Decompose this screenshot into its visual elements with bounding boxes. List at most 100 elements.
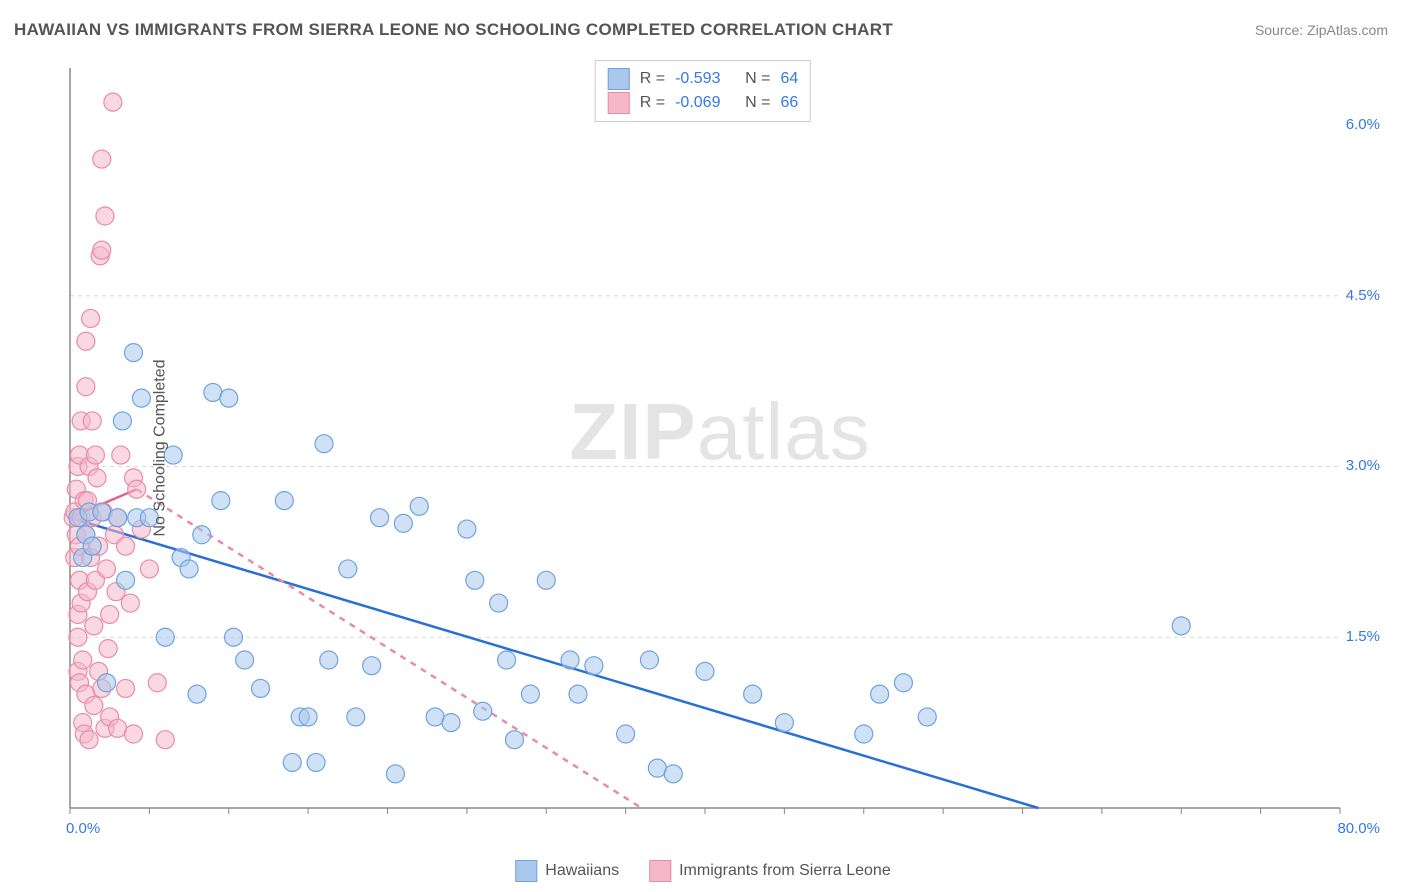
n-label: N = (745, 67, 770, 91)
data-point (236, 651, 254, 669)
data-point (561, 651, 579, 669)
data-point (83, 537, 101, 555)
legend-series-label: Immigrants from Sierra Leone (679, 862, 891, 880)
data-point (458, 520, 476, 538)
data-point (156, 628, 174, 646)
legend-series: Hawaiians Immigrants from Sierra Leone (515, 860, 890, 882)
data-point (128, 480, 146, 498)
y-tick-label: 3.0% (1346, 457, 1380, 474)
data-point (85, 697, 103, 715)
data-point (386, 765, 404, 783)
data-point (98, 560, 116, 578)
plot-area: No Schooling Completed ZIPatlas (60, 58, 1380, 838)
legend-correlation-row: R = -0.069 N = 66 (608, 91, 798, 115)
data-point (109, 509, 127, 527)
data-point (410, 497, 428, 515)
data-point (490, 594, 508, 612)
r-label: R = (640, 67, 665, 91)
n-label: N = (745, 91, 770, 115)
data-point (117, 679, 135, 697)
n-value: 66 (780, 91, 798, 115)
legend-swatch (608, 68, 630, 90)
data-point (664, 765, 682, 783)
data-point (180, 560, 198, 578)
legend-swatch (515, 860, 537, 882)
data-point (104, 93, 122, 111)
chart-title: HAWAIIAN VS IMMIGRANTS FROM SIERRA LEONE… (14, 20, 893, 40)
x-tick-label: 0.0% (66, 820, 100, 837)
data-point (77, 332, 95, 350)
data-point (93, 241, 111, 259)
data-point (140, 560, 158, 578)
data-point (220, 389, 238, 407)
data-point (371, 509, 389, 527)
data-point (132, 389, 150, 407)
data-point (315, 435, 333, 453)
data-point (117, 537, 135, 555)
data-point (506, 731, 524, 749)
data-point (283, 753, 301, 771)
data-point (88, 469, 106, 487)
y-tick-label: 4.5% (1346, 287, 1380, 304)
legend-swatch (608, 92, 630, 114)
data-point (125, 725, 143, 743)
data-point (320, 651, 338, 669)
data-point (83, 412, 101, 430)
data-point (466, 571, 484, 589)
data-point (193, 526, 211, 544)
data-point (93, 150, 111, 168)
regression-line (137, 489, 642, 808)
data-point (569, 685, 587, 703)
data-point (80, 731, 98, 749)
data-point (521, 685, 539, 703)
data-point (855, 725, 873, 743)
data-point (918, 708, 936, 726)
data-point (86, 446, 104, 464)
legend-series-item: Immigrants from Sierra Leone (649, 860, 891, 882)
legend-series-item: Hawaiians (515, 860, 619, 882)
data-point (363, 657, 381, 675)
data-point (299, 708, 317, 726)
data-point (585, 657, 603, 675)
legend-correlation-row: R = -0.593 N = 64 (608, 67, 798, 91)
regression-line (70, 518, 1038, 808)
r-value: -0.593 (675, 67, 735, 91)
legend-correlation: R = -0.593 N = 64 R = -0.069 N = 66 (595, 60, 811, 122)
data-point (894, 674, 912, 692)
data-point (69, 628, 87, 646)
n-value: 64 (780, 67, 798, 91)
x-tick-label: 80.0% (1337, 820, 1380, 837)
r-label: R = (640, 91, 665, 115)
data-point (339, 560, 357, 578)
data-point (347, 708, 365, 726)
data-point (125, 344, 143, 362)
data-point (121, 594, 139, 612)
data-point (96, 207, 114, 225)
data-point (617, 725, 635, 743)
data-point (99, 640, 117, 658)
data-point (394, 514, 412, 532)
y-tick-label: 1.5% (1346, 628, 1380, 645)
data-point (1172, 617, 1190, 635)
data-point (117, 571, 135, 589)
r-value: -0.069 (675, 91, 735, 115)
data-point (640, 651, 658, 669)
data-point (113, 412, 131, 430)
data-point (307, 753, 325, 771)
y-tick-label: 6.0% (1346, 116, 1380, 133)
source-attribution: Source: ZipAtlas.com (1255, 22, 1388, 38)
legend-series-label: Hawaiians (545, 862, 619, 880)
data-point (112, 446, 130, 464)
data-point (537, 571, 555, 589)
data-point (77, 378, 95, 396)
data-point (775, 714, 793, 732)
data-point (82, 309, 100, 327)
data-point (474, 702, 492, 720)
data-point (98, 674, 116, 692)
data-point (188, 685, 206, 703)
data-point (696, 662, 714, 680)
data-point (871, 685, 889, 703)
data-point (148, 674, 166, 692)
data-point (212, 492, 230, 510)
data-point (74, 651, 92, 669)
